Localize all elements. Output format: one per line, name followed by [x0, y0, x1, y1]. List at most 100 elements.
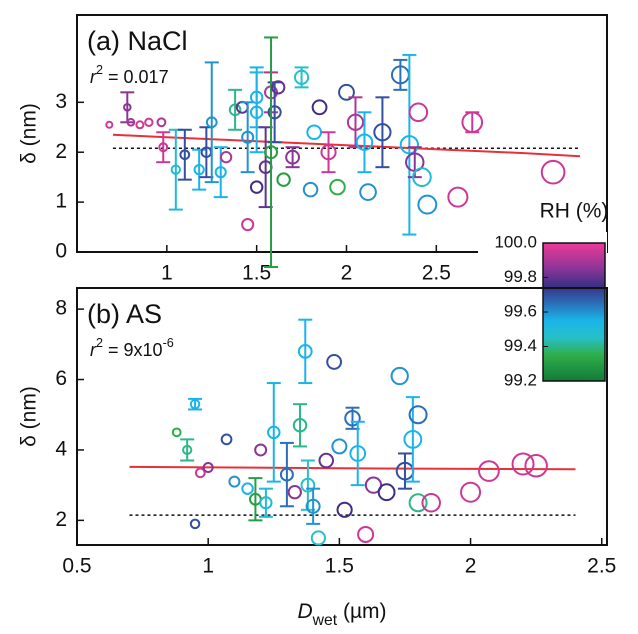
x-tick-label: 1 — [202, 555, 214, 578]
y-tick-label: 0 — [55, 240, 67, 263]
point — [267, 105, 282, 120]
point — [179, 149, 191, 161]
point — [292, 418, 308, 433]
text-part: = 9x10 — [103, 340, 163, 360]
point — [276, 172, 291, 187]
point — [305, 498, 321, 514]
point — [326, 354, 343, 370]
point — [205, 116, 218, 129]
point — [228, 103, 242, 117]
point — [144, 117, 154, 127]
point — [399, 135, 419, 155]
point — [306, 124, 322, 141]
point — [271, 80, 286, 95]
point — [241, 482, 254, 495]
point — [421, 493, 441, 513]
point — [511, 452, 535, 476]
y-tick-label: 8 — [55, 297, 67, 320]
point — [214, 166, 227, 179]
point — [194, 467, 206, 479]
point — [158, 142, 169, 153]
colorbar-tick-label: 99.6 — [504, 301, 537, 320]
r2-annotation: r2 = 9x10-6 — [90, 336, 174, 359]
point — [123, 103, 132, 112]
text-part: (µm) — [337, 600, 386, 623]
point — [249, 105, 264, 120]
point — [540, 159, 566, 185]
point — [302, 181, 319, 198]
r2-annotation: r2 = 0.017 — [90, 63, 169, 86]
y-tick-label: 2 — [55, 140, 67, 163]
y-axis-label: δ (nm) — [18, 386, 41, 447]
point — [417, 194, 438, 215]
panel-title: (a) NaCl — [87, 26, 188, 56]
point — [279, 467, 294, 482]
point — [287, 485, 302, 500]
point — [241, 218, 255, 232]
plot-frame — [76, 14, 608, 253]
point — [408, 493, 428, 513]
text-part: 2 — [96, 63, 103, 77]
point — [408, 102, 429, 123]
point — [336, 501, 353, 518]
point — [126, 117, 136, 127]
point — [249, 180, 264, 194]
point — [189, 398, 201, 410]
point — [377, 483, 396, 502]
colorbar-tick-label: 99.2 — [504, 370, 537, 389]
point — [390, 366, 409, 386]
point — [170, 164, 182, 175]
point — [156, 117, 167, 128]
point — [235, 100, 249, 114]
x-tick-label: 2 — [465, 555, 477, 578]
point — [346, 113, 365, 131]
colorbar-tick-label: 99.4 — [504, 336, 537, 355]
y-tick-label: 4 — [55, 437, 67, 460]
x-tick-label: 2.5 — [422, 262, 451, 285]
point — [219, 151, 233, 164]
point — [267, 425, 281, 440]
fit-line — [129, 465, 576, 471]
plot-frame — [76, 287, 608, 546]
colorbar-tick-label: 100.0 — [494, 232, 537, 251]
point — [241, 130, 255, 144]
text-part: wet — [312, 612, 338, 629]
point — [412, 167, 432, 188]
point — [193, 164, 205, 176]
point — [403, 429, 423, 449]
point — [259, 496, 273, 510]
point — [202, 462, 214, 474]
x-tick-label: 1 — [161, 262, 173, 285]
point — [228, 475, 241, 488]
y-tick-label: 2 — [55, 508, 67, 531]
point — [357, 525, 375, 543]
fit-line — [112, 133, 581, 158]
x-tick-label: 1.5 — [325, 555, 354, 578]
colorbar — [542, 242, 606, 382]
panel-title: (b) AS — [87, 299, 162, 329]
point — [338, 83, 355, 101]
point — [524, 454, 548, 478]
point — [189, 518, 201, 530]
x-tick-label: 1.5 — [242, 262, 271, 285]
point — [297, 344, 313, 359]
point — [264, 145, 279, 160]
x-axis-label: Dwet (µm) — [297, 600, 386, 629]
x-tick-label: 2.5 — [587, 555, 616, 578]
point — [294, 69, 310, 85]
text-part: -6 — [163, 336, 174, 350]
x-tick-label: 0.5 — [62, 555, 91, 578]
point — [447, 186, 469, 208]
y-tick-label: 6 — [55, 367, 67, 390]
point — [329, 178, 346, 196]
point — [285, 149, 300, 165]
point — [461, 111, 484, 134]
point — [331, 438, 348, 455]
point — [311, 99, 328, 116]
colorbar-tick-label: 99.8 — [504, 267, 537, 286]
point — [478, 460, 500, 482]
point — [364, 476, 383, 494]
point — [359, 183, 377, 201]
y-axis-label: δ (nm) — [18, 103, 41, 164]
